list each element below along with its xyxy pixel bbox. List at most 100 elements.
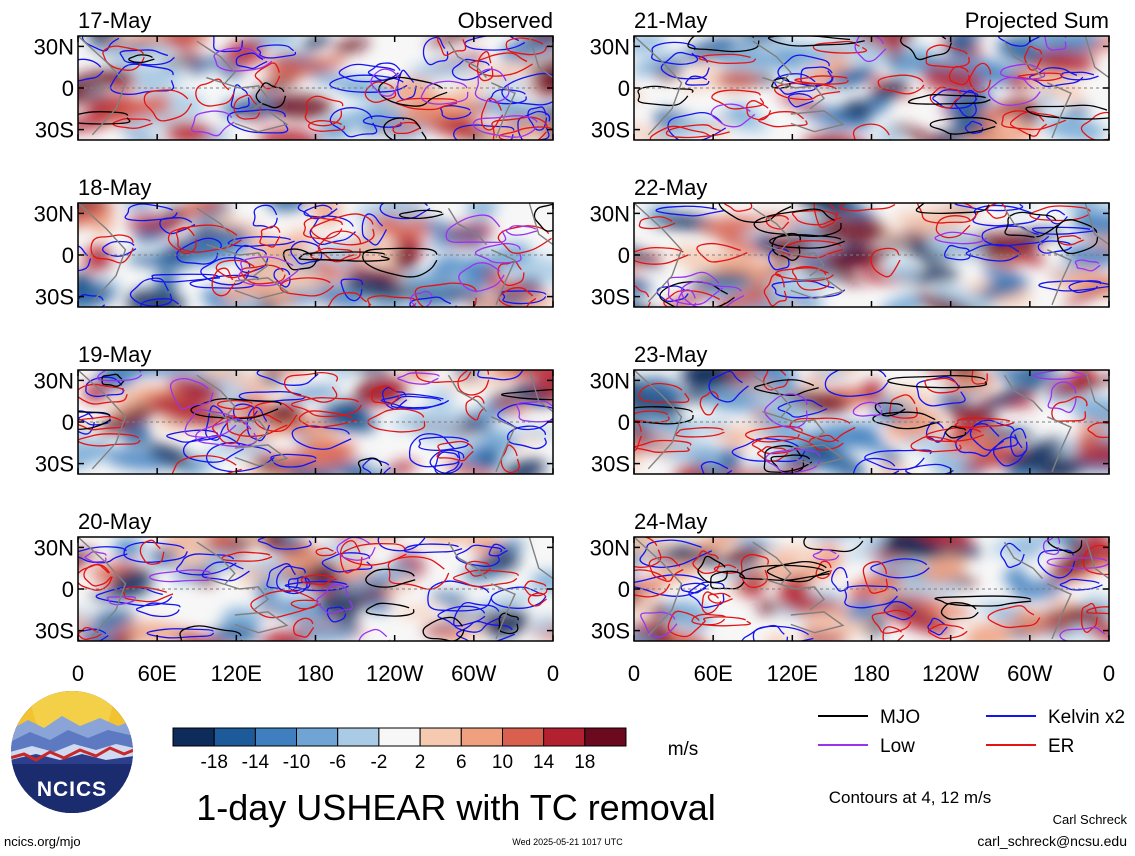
colorbar-tick-label: -2: [370, 752, 387, 773]
panel-23-May: 30N 0 30S 23-May: [590, 342, 1110, 477]
colorbar-tick-label: 6: [456, 752, 467, 773]
colorbar-swatch: [419, 727, 462, 747]
y-tick-label: 30S: [591, 285, 630, 310]
panel-22-May: 30N 0 30S 22-May: [590, 175, 1110, 310]
colorbar-tick-label: 10: [492, 752, 513, 773]
author-email: carl_schreck@ncsu.edu: [977, 833, 1127, 849]
y-tick-label: 0: [62, 243, 74, 268]
panel-date: 19-May: [78, 342, 151, 367]
colorbar-swatch: [213, 727, 256, 747]
panel-18-May: 30N 0 30S 18-May: [34, 175, 554, 310]
coastlines: [634, 370, 1109, 473]
panel-date: 22-May: [634, 175, 707, 200]
colorbar-tick-label: 18: [574, 752, 595, 773]
contours-note: Contours at 4, 12 m/s: [829, 788, 992, 807]
colorbar-tick-label: -18: [200, 752, 227, 773]
legend-label: MJO: [880, 707, 920, 728]
y-tick-label: 30S: [35, 619, 74, 644]
contour-lines: [634, 537, 1109, 641]
colorbar-swatch: [296, 727, 339, 747]
y-tick-label: 0: [618, 76, 630, 101]
coastlines: [78, 370, 553, 473]
site-url: ncics.org/mjo: [4, 834, 81, 849]
column-title: Observed: [458, 8, 553, 33]
legend-label: ER: [1048, 736, 1074, 757]
colorbar-swatch: [172, 727, 215, 747]
coastlines: [634, 537, 1109, 640]
y-tick-label: 0: [618, 410, 630, 435]
y-tick-label: 0: [618, 577, 630, 602]
logo-text: NCICS: [37, 778, 107, 801]
x-tick-label: 60E: [694, 661, 733, 686]
panel-24-May: 30N 0 30S 24-May: [590, 509, 1110, 644]
x-tick-label: 0: [628, 661, 640, 686]
colorbar-tick-label: 2: [415, 752, 426, 773]
x-tick-label: 60W: [1007, 661, 1052, 686]
panel-date: 18-May: [78, 175, 151, 200]
x-tick-label: 60E: [138, 661, 177, 686]
y-tick-label: 30S: [35, 118, 74, 143]
x-tick-label: 120W: [366, 661, 424, 686]
x-tick-label: 180: [853, 661, 890, 686]
shading-field: [78, 370, 553, 474]
contour-lines: [634, 370, 1109, 474]
ncics-logo: NCICS: [10, 690, 134, 814]
y-tick-label: 30S: [35, 285, 74, 310]
coastlines: [634, 36, 1109, 139]
colorbar-tick-label: -10: [283, 752, 310, 773]
panel-date: 21-May: [634, 8, 707, 33]
y-tick-label: 30N: [590, 368, 630, 393]
y-tick-label: 30N: [34, 34, 74, 59]
line-legend: MJO Kelvin x2 Low ER: [818, 707, 1125, 757]
x-tick-label: 120E: [767, 661, 818, 686]
contour-lines: [78, 36, 553, 140]
y-tick-label: 30N: [34, 201, 74, 226]
coastlines: [78, 537, 553, 640]
panel-date: 17-May: [78, 8, 151, 33]
coastlines: [78, 36, 553, 139]
colorbar-tick-label: 14: [533, 752, 555, 773]
y-tick-label: 30S: [591, 619, 630, 644]
panel-date: 24-May: [634, 509, 707, 534]
y-tick-label: 30S: [591, 452, 630, 477]
x-tick-label: 60W: [451, 661, 496, 686]
coastlines: [78, 203, 553, 306]
chart-title: 1-day USHEAR with TC removal: [196, 787, 716, 828]
colorbar-swatch: [502, 727, 545, 747]
x-tick-label: 0: [1103, 661, 1115, 686]
y-tick-label: 0: [62, 76, 74, 101]
y-tick-label: 30N: [590, 535, 630, 560]
colorbar-tick-label: -14: [242, 752, 270, 773]
colorbar-swatch: [337, 727, 380, 747]
x-tick-label: 0: [547, 661, 559, 686]
colorbar-swatch: [460, 727, 503, 747]
axes-layer: 0 60E 120E 180 120W 60W 0 0 60E 120E 180 120W 60W 0: [72, 661, 1115, 686]
y-tick-label: 0: [62, 410, 74, 435]
colorbar-swatch: [584, 727, 627, 747]
y-tick-label: 30S: [35, 452, 74, 477]
y-tick-label: 30N: [34, 368, 74, 393]
x-tick-label: 120W: [922, 661, 980, 686]
colorbar-tick-label: -6: [329, 752, 346, 773]
x-tick-label: 180: [297, 661, 334, 686]
y-tick-label: 30S: [591, 118, 630, 143]
panel-date: 20-May: [78, 509, 151, 534]
x-tick-label: 0: [72, 661, 84, 686]
y-tick-label: 30N: [590, 201, 630, 226]
timestamp: Wed 2025-05-21 1017 UTC: [512, 837, 623, 847]
y-tick-label: 30N: [590, 34, 630, 59]
colorbar-swatch: [254, 727, 298, 747]
legend-layer: -18 -14 -10 -6 -2 2 6 10 14 18 m/s MJO Kelvin x2 Low E…: [172, 707, 1125, 773]
legend-label: Low: [880, 736, 915, 757]
panel-17-May: 30N 0 30S 17-May Observed: [34, 8, 554, 143]
panel-19-May: 30N 0 30S 19-May: [34, 342, 554, 477]
colorbar-swatch: [543, 727, 586, 747]
colorbar-unit: m/s: [668, 739, 699, 760]
y-tick-label: 0: [62, 577, 74, 602]
x-tick-label: 120E: [211, 661, 262, 686]
y-tick-label: 30N: [34, 535, 74, 560]
panel-20-May: 30N 0 30S 20-May: [34, 509, 554, 644]
contour-lines: [78, 370, 553, 474]
